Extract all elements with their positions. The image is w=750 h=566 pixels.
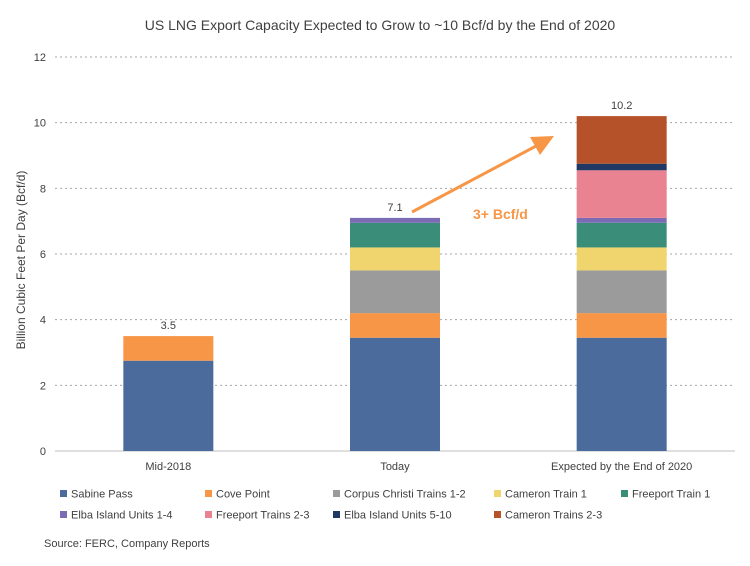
x-category-label: Expected by the End of 2020: [551, 461, 692, 473]
legend-item: Cove Point: [205, 489, 270, 501]
legend-swatch: [494, 511, 501, 518]
legend-label: Sabine Pass: [71, 489, 133, 501]
x-category-label: Mid-2018: [145, 461, 191, 473]
legend-swatch: [333, 490, 340, 497]
legend-swatch: [205, 511, 212, 518]
legend-swatch: [621, 490, 628, 497]
source-note: Source: FERC, Company Reports: [44, 538, 210, 550]
legend-swatch: [333, 511, 340, 518]
legend-item: Corpus Christi Trains 1-2: [333, 489, 466, 501]
legend-item: Elba Island Units 1-4: [60, 510, 173, 522]
legend-swatch: [60, 490, 67, 497]
bar-segment: [576, 222, 667, 248]
bar-segment: [576, 116, 667, 164]
bar-total-label: 3.5: [161, 320, 176, 332]
bar-segment: [350, 337, 440, 451]
legend-swatch: [205, 490, 212, 497]
growth-annotation: 3+ Bcf/d: [411, 136, 554, 222]
bar-total-labels: 3.5 7.1 10.2: [161, 100, 633, 332]
y-tick-label: 2: [40, 380, 46, 392]
legend-label: Freeport Train 1: [632, 489, 710, 501]
y-tick-label: 6: [40, 249, 46, 261]
y-tick-label: 12: [34, 52, 46, 64]
legend-item: Elba Island Units 5-10: [333, 510, 452, 522]
bar-segment: [576, 217, 667, 223]
bar-segment: [576, 270, 667, 314]
bar-segment: [576, 170, 667, 218]
y-axis-ticks: 0 2 4 6 8 10 12: [34, 52, 46, 458]
bar-segment: [350, 313, 440, 338]
legend-item: Cameron Train 1: [494, 489, 587, 501]
growth-annotation-label: 3+ Bcf/d: [473, 206, 528, 222]
legend-swatch: [60, 511, 67, 518]
x-axis-categories: Mid-2018 Today Expected by the End of 2020: [145, 461, 692, 473]
bar-segment: [576, 337, 667, 451]
growth-arrow-line: [411, 143, 539, 214]
legend-label: Corpus Christi Trains 1-2: [344, 489, 466, 501]
legend-label: Freeport Trains 2-3: [216, 510, 310, 522]
bar-segment: [350, 217, 440, 223]
legend-label: Cameron Train 1: [505, 489, 587, 501]
y-tick-label: 8: [40, 183, 46, 195]
legend-item: Freeport Trains 2-3: [205, 510, 310, 522]
legend-item: Freeport Train 1: [621, 489, 710, 501]
bar-total-label: 10.2: [611, 100, 632, 112]
legend-label: Cove Point: [216, 489, 270, 501]
legend-swatch: [494, 490, 501, 497]
bar-segment: [350, 222, 440, 248]
legend-item: Cameron Trains 2-3: [494, 510, 602, 522]
bar-segment: [123, 360, 214, 451]
x-category-label: Today: [380, 461, 410, 473]
bar-segment: [123, 336, 214, 361]
y-tick-label: 4: [40, 315, 46, 327]
bar-segment: [576, 163, 667, 171]
bar-segment: [576, 247, 667, 271]
legend-label: Elba Island Units 1-4: [71, 510, 173, 522]
y-tick-label: 10: [34, 118, 46, 130]
growth-arrow-head: [530, 136, 554, 155]
chart-title: US LNG Export Capacity Expected to Grow …: [145, 17, 616, 33]
bar-segment: [350, 247, 440, 271]
legend-label: Elba Island Units 5-10: [344, 510, 452, 522]
y-tick-label: 0: [40, 446, 46, 458]
y-axis-label: Billion Cubic Feet Per Day (Bcf/d): [14, 171, 28, 350]
bars: [123, 116, 667, 451]
legend-item: Sabine Pass: [60, 489, 133, 501]
legend-label: Cameron Trains 2-3: [505, 510, 602, 522]
bar-total-label: 7.1: [387, 202, 402, 214]
bar-segment: [576, 313, 667, 338]
legend: Sabine Pass Cove Point Corpus Christi Trai…: [60, 489, 710, 522]
bar-segment: [350, 270, 440, 314]
